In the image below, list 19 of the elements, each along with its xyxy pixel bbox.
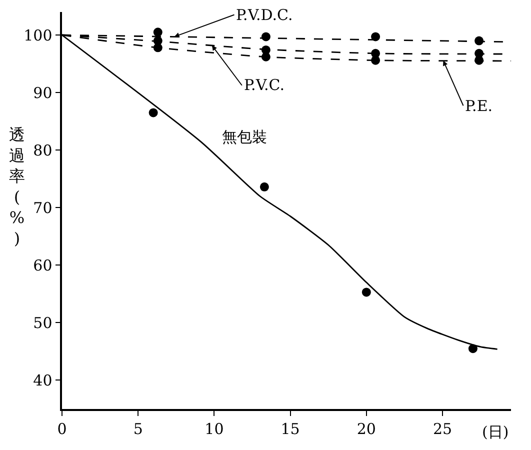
text: P.E. (465, 97, 493, 115)
x-tick-label: 25 (432, 420, 452, 438)
series-label: 無包裝 (222, 128, 267, 146)
y-tick-label: 90 (33, 84, 52, 102)
y-tick-label: 50 (33, 314, 52, 332)
y-tick-label: 40 (33, 371, 52, 390)
y-tick-label: 100 (24, 26, 52, 44)
y-axis-title: 透過率(%) (9, 125, 25, 248)
y-tick-label: 80 (33, 141, 52, 160)
x-tick-label: 20 (356, 420, 376, 438)
series-label: P.V.D.C. (236, 6, 293, 24)
x-tick-label: 0 (57, 420, 67, 438)
y-tick-label: 60 (33, 256, 52, 274)
x-tick-label: 10 (204, 420, 224, 438)
x-tick-label: 15 (280, 420, 300, 438)
x-axis-title: (日) (482, 423, 509, 441)
y-tick-label: 70 (33, 198, 52, 217)
series-label: P.V.C. (244, 76, 285, 94)
x-tick-label: 5 (133, 420, 143, 438)
